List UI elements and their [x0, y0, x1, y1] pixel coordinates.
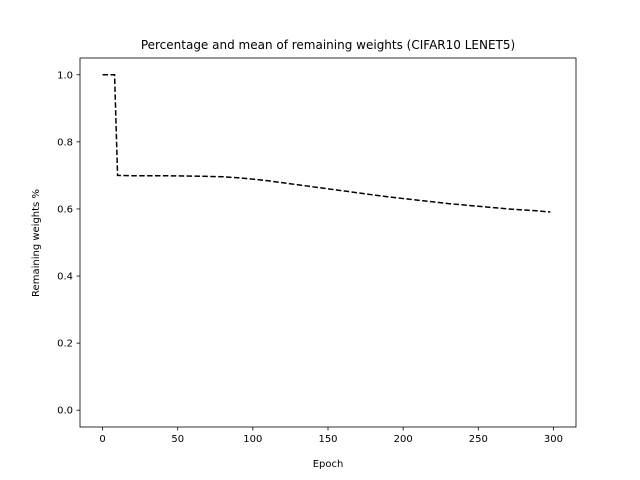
x-axis-label: Epoch	[313, 459, 344, 470]
y-tick-label: 0.4	[57, 272, 73, 283]
y-axis-ticks: 0.0 0.2 0.4 0.6 0.8 1.0	[57, 70, 80, 417]
x-tick-label: 150	[318, 434, 337, 445]
x-tick-label: 50	[171, 434, 184, 445]
chart-title: Percentage and mean of remaining weights…	[141, 38, 515, 52]
y-tick-label: 0.2	[57, 339, 73, 350]
y-tick-label: 0.0	[57, 406, 73, 417]
x-tick-label: 300	[544, 434, 563, 445]
y-tick-label: 0.8	[57, 137, 73, 148]
series-layer	[102, 74, 551, 213]
x-tick-label: 100	[243, 434, 262, 445]
y-axis-label: Remaining weights %	[31, 189, 42, 297]
plot-background	[80, 58, 576, 427]
plot-area	[79, 57, 577, 428]
y-tick-label: 1.0	[57, 70, 73, 81]
x-tick-label: 200	[394, 434, 413, 445]
x-tick-label: 250	[469, 434, 488, 445]
y-tick-label: 0.6	[57, 204, 73, 215]
x-tick-label: 0	[99, 434, 105, 445]
x-axis-ticks: 0 50 100 150 200 250 300	[99, 427, 563, 445]
series-line	[102, 74, 551, 213]
